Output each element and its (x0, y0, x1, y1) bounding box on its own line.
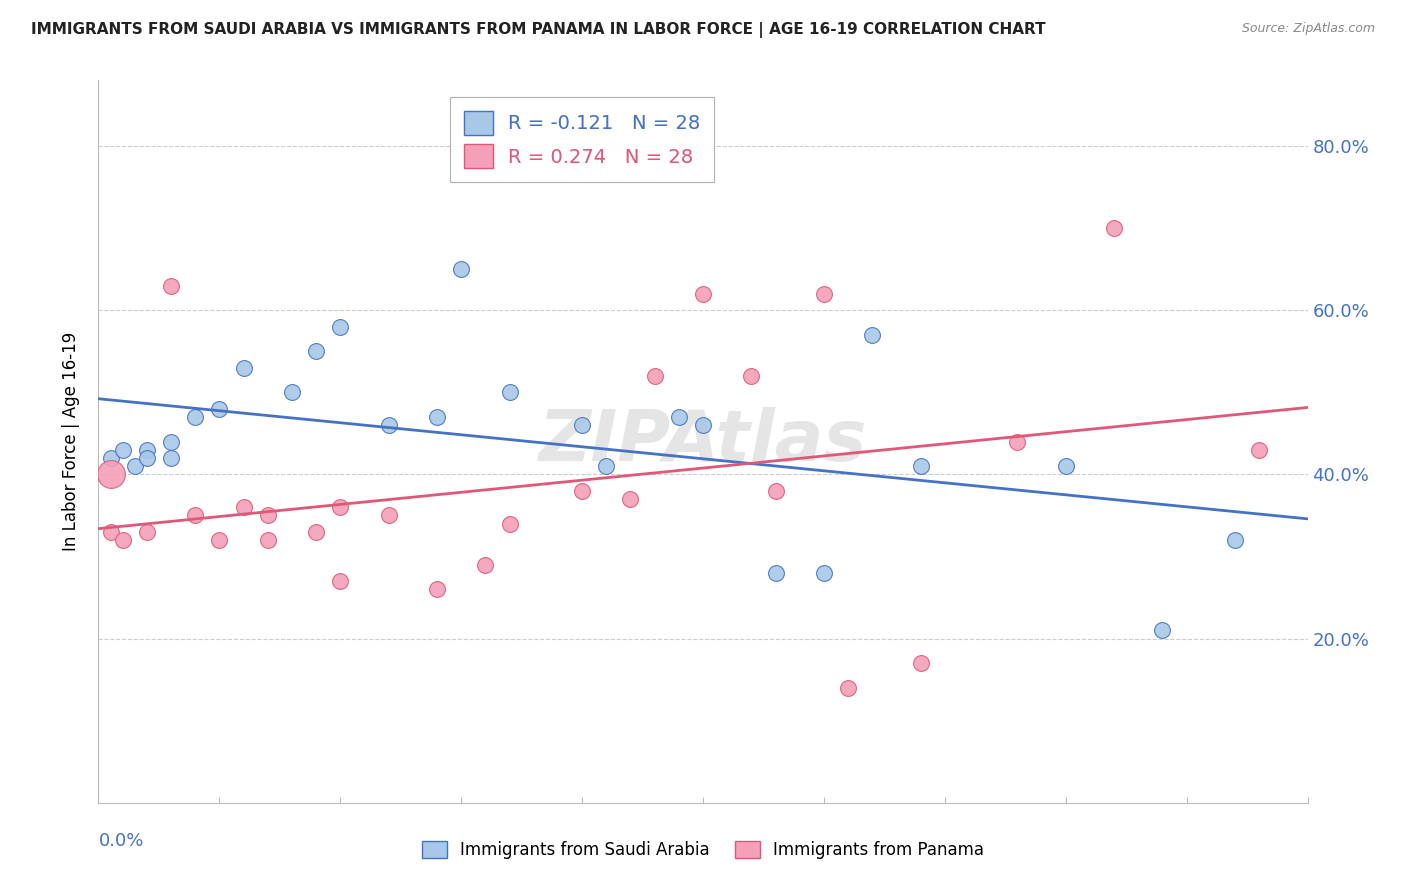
Text: 0.0%: 0.0% (98, 832, 143, 850)
Text: Source: ZipAtlas.com: Source: ZipAtlas.com (1241, 22, 1375, 36)
Point (426, 582, 449, 597)
Point (498, 385, 520, 400)
Point (100, 450, 122, 465)
Point (910, 657, 932, 671)
Point (184, 508, 207, 523)
Point (232, 360, 254, 375)
Point (692, 418, 714, 433)
Point (377, 418, 399, 433)
Point (329, 319, 352, 334)
Point (111, 442, 134, 457)
Point (135, 442, 157, 457)
Point (305, 344, 328, 359)
Point (474, 558, 496, 572)
Point (692, 286, 714, 301)
Point (765, 483, 787, 498)
Point (160, 450, 183, 465)
Point (910, 459, 932, 474)
Point (426, 409, 449, 424)
Point (160, 278, 183, 293)
Point (1223, 533, 1246, 547)
Text: IMMIGRANTS FROM SAUDI ARABIA VS IMMIGRANTS FROM PANAMA IN LABOR FORCE | AGE 16-1: IMMIGRANTS FROM SAUDI ARABIA VS IMMIGRAN… (31, 22, 1046, 38)
Point (135, 524, 157, 539)
Point (305, 524, 328, 539)
Point (377, 508, 399, 523)
Point (256, 508, 278, 523)
Point (208, 401, 231, 416)
Point (837, 681, 859, 695)
Point (281, 385, 304, 400)
Point (860, 327, 883, 342)
Point (1152, 624, 1174, 638)
Text: ZIPAtlas: ZIPAtlas (538, 407, 868, 476)
Point (256, 533, 278, 547)
Point (668, 409, 690, 424)
Point (329, 500, 352, 515)
Point (1007, 434, 1029, 449)
Point (124, 459, 146, 474)
Point (184, 409, 207, 424)
Point (1054, 459, 1077, 474)
Point (450, 262, 472, 277)
Point (1249, 442, 1271, 457)
Point (619, 491, 641, 506)
Point (813, 566, 835, 580)
Point (1102, 221, 1125, 235)
Point (160, 434, 183, 449)
Point (111, 533, 134, 547)
Legend: R = -0.121   N = 28, R = 0.274   N = 28: R = -0.121 N = 28, R = 0.274 N = 28 (450, 97, 714, 182)
Point (765, 566, 787, 580)
Point (100, 467, 122, 482)
Point (100, 524, 122, 539)
Point (644, 368, 666, 383)
Point (571, 483, 593, 498)
Point (595, 459, 617, 474)
Y-axis label: In Labor Force | Age 16-19: In Labor Force | Age 16-19 (62, 332, 80, 551)
Point (232, 500, 254, 515)
Point (571, 418, 593, 433)
Point (208, 533, 231, 547)
Point (498, 516, 520, 531)
Point (329, 574, 352, 588)
Point (740, 368, 762, 383)
Point (813, 286, 835, 301)
Point (135, 450, 157, 465)
Legend: Immigrants from Saudi Arabia, Immigrants from Panama: Immigrants from Saudi Arabia, Immigrants… (415, 834, 991, 866)
